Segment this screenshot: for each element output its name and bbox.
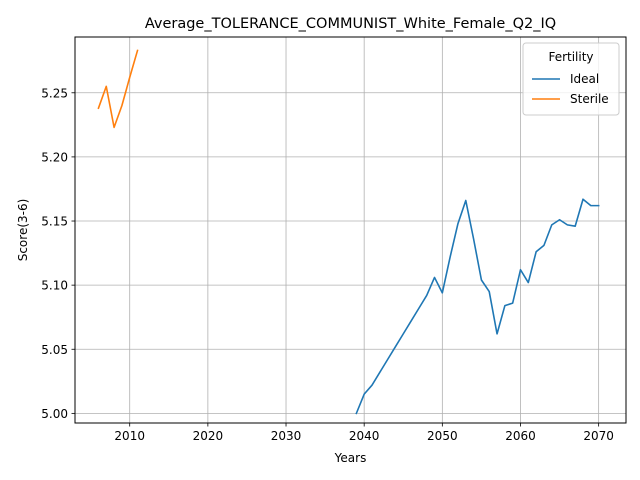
legend: Fertility Ideal Sterile <box>523 43 619 115</box>
y-tick-label: 5.00 <box>41 407 68 421</box>
x-tick-label: 2050 <box>427 429 458 443</box>
legend-label-ideal: Ideal <box>570 72 599 86</box>
y-tick-label: 5.20 <box>41 150 68 164</box>
x-tick-label: 2060 <box>505 429 536 443</box>
x-axis-label: Years <box>334 451 367 465</box>
legend-title: Fertility <box>548 50 593 64</box>
y-tick-label: 5.05 <box>41 343 68 357</box>
y-tick-label: 5.15 <box>41 215 68 229</box>
x-tick-label: 2030 <box>271 429 302 443</box>
y-tick-label: 5.10 <box>41 279 68 293</box>
x-tick-label: 2010 <box>114 429 145 443</box>
y-tick-label: 5.25 <box>41 86 68 100</box>
legend-label-sterile: Sterile <box>570 92 609 106</box>
x-tick-label: 2070 <box>583 429 614 443</box>
x-tick-label: 2040 <box>349 429 380 443</box>
x-tick-label: 2020 <box>193 429 224 443</box>
y-axis-label: Score(3-6) <box>16 199 30 262</box>
chart-title: Average_TOLERANCE_COMMUNIST_White_Female… <box>145 16 556 32</box>
